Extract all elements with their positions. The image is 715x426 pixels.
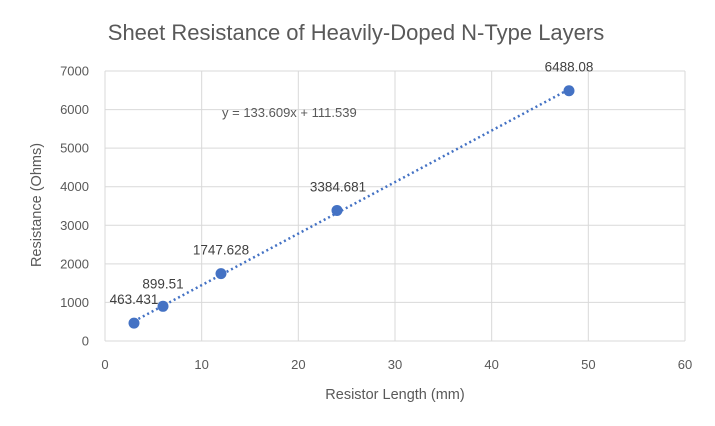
y-axis-title: Resistance (Ohms)	[29, 143, 45, 267]
data-point	[563, 85, 575, 97]
x-axis-title: Resistor Length (mm)	[325, 387, 464, 403]
data-point	[331, 204, 343, 216]
x-tick-label: 10	[194, 357, 208, 372]
data-points	[128, 85, 575, 329]
gridlines	[104, 70, 686, 342]
data-label: 899.51	[142, 276, 183, 291]
y-tick-label: 6000	[60, 102, 89, 117]
data-point	[128, 317, 140, 329]
chart-title: Sheet Resistance of Heavily-Doped N-Type…	[108, 20, 604, 45]
data-point	[157, 300, 169, 312]
data-label: 463.431	[110, 292, 159, 307]
data-label: 6488.08	[545, 60, 594, 75]
data-label: 1747.628	[193, 243, 249, 258]
x-tick-label: 50	[581, 357, 595, 372]
x-tick-label: 0	[101, 357, 108, 372]
x-tick-label: 30	[388, 357, 402, 372]
y-tick-label: 7000	[60, 64, 89, 79]
x-tick-label: 60	[678, 357, 692, 372]
data-point	[215, 268, 227, 280]
y-tick-label: 5000	[60, 141, 89, 156]
trendline	[133, 88, 570, 323]
x-axis-ticks: 0 10 20 30 40 50 60	[101, 357, 692, 372]
y-axis-ticks: 0 1000 2000 3000 4000 5000 6000 7000	[60, 64, 89, 349]
y-tick-label: 2000	[60, 256, 89, 271]
x-tick-label: 40	[484, 357, 498, 372]
y-tick-label: 1000	[60, 295, 89, 310]
y-tick-label: 0	[82, 334, 89, 349]
trendline-layer	[133, 88, 570, 323]
x-tick-label: 20	[291, 357, 305, 372]
y-tick-label: 3000	[60, 218, 89, 233]
data-label: 3384.681	[310, 179, 366, 194]
trendline-equation: y = 133.609x + 111.539	[222, 105, 357, 120]
y-tick-label: 4000	[60, 179, 89, 194]
